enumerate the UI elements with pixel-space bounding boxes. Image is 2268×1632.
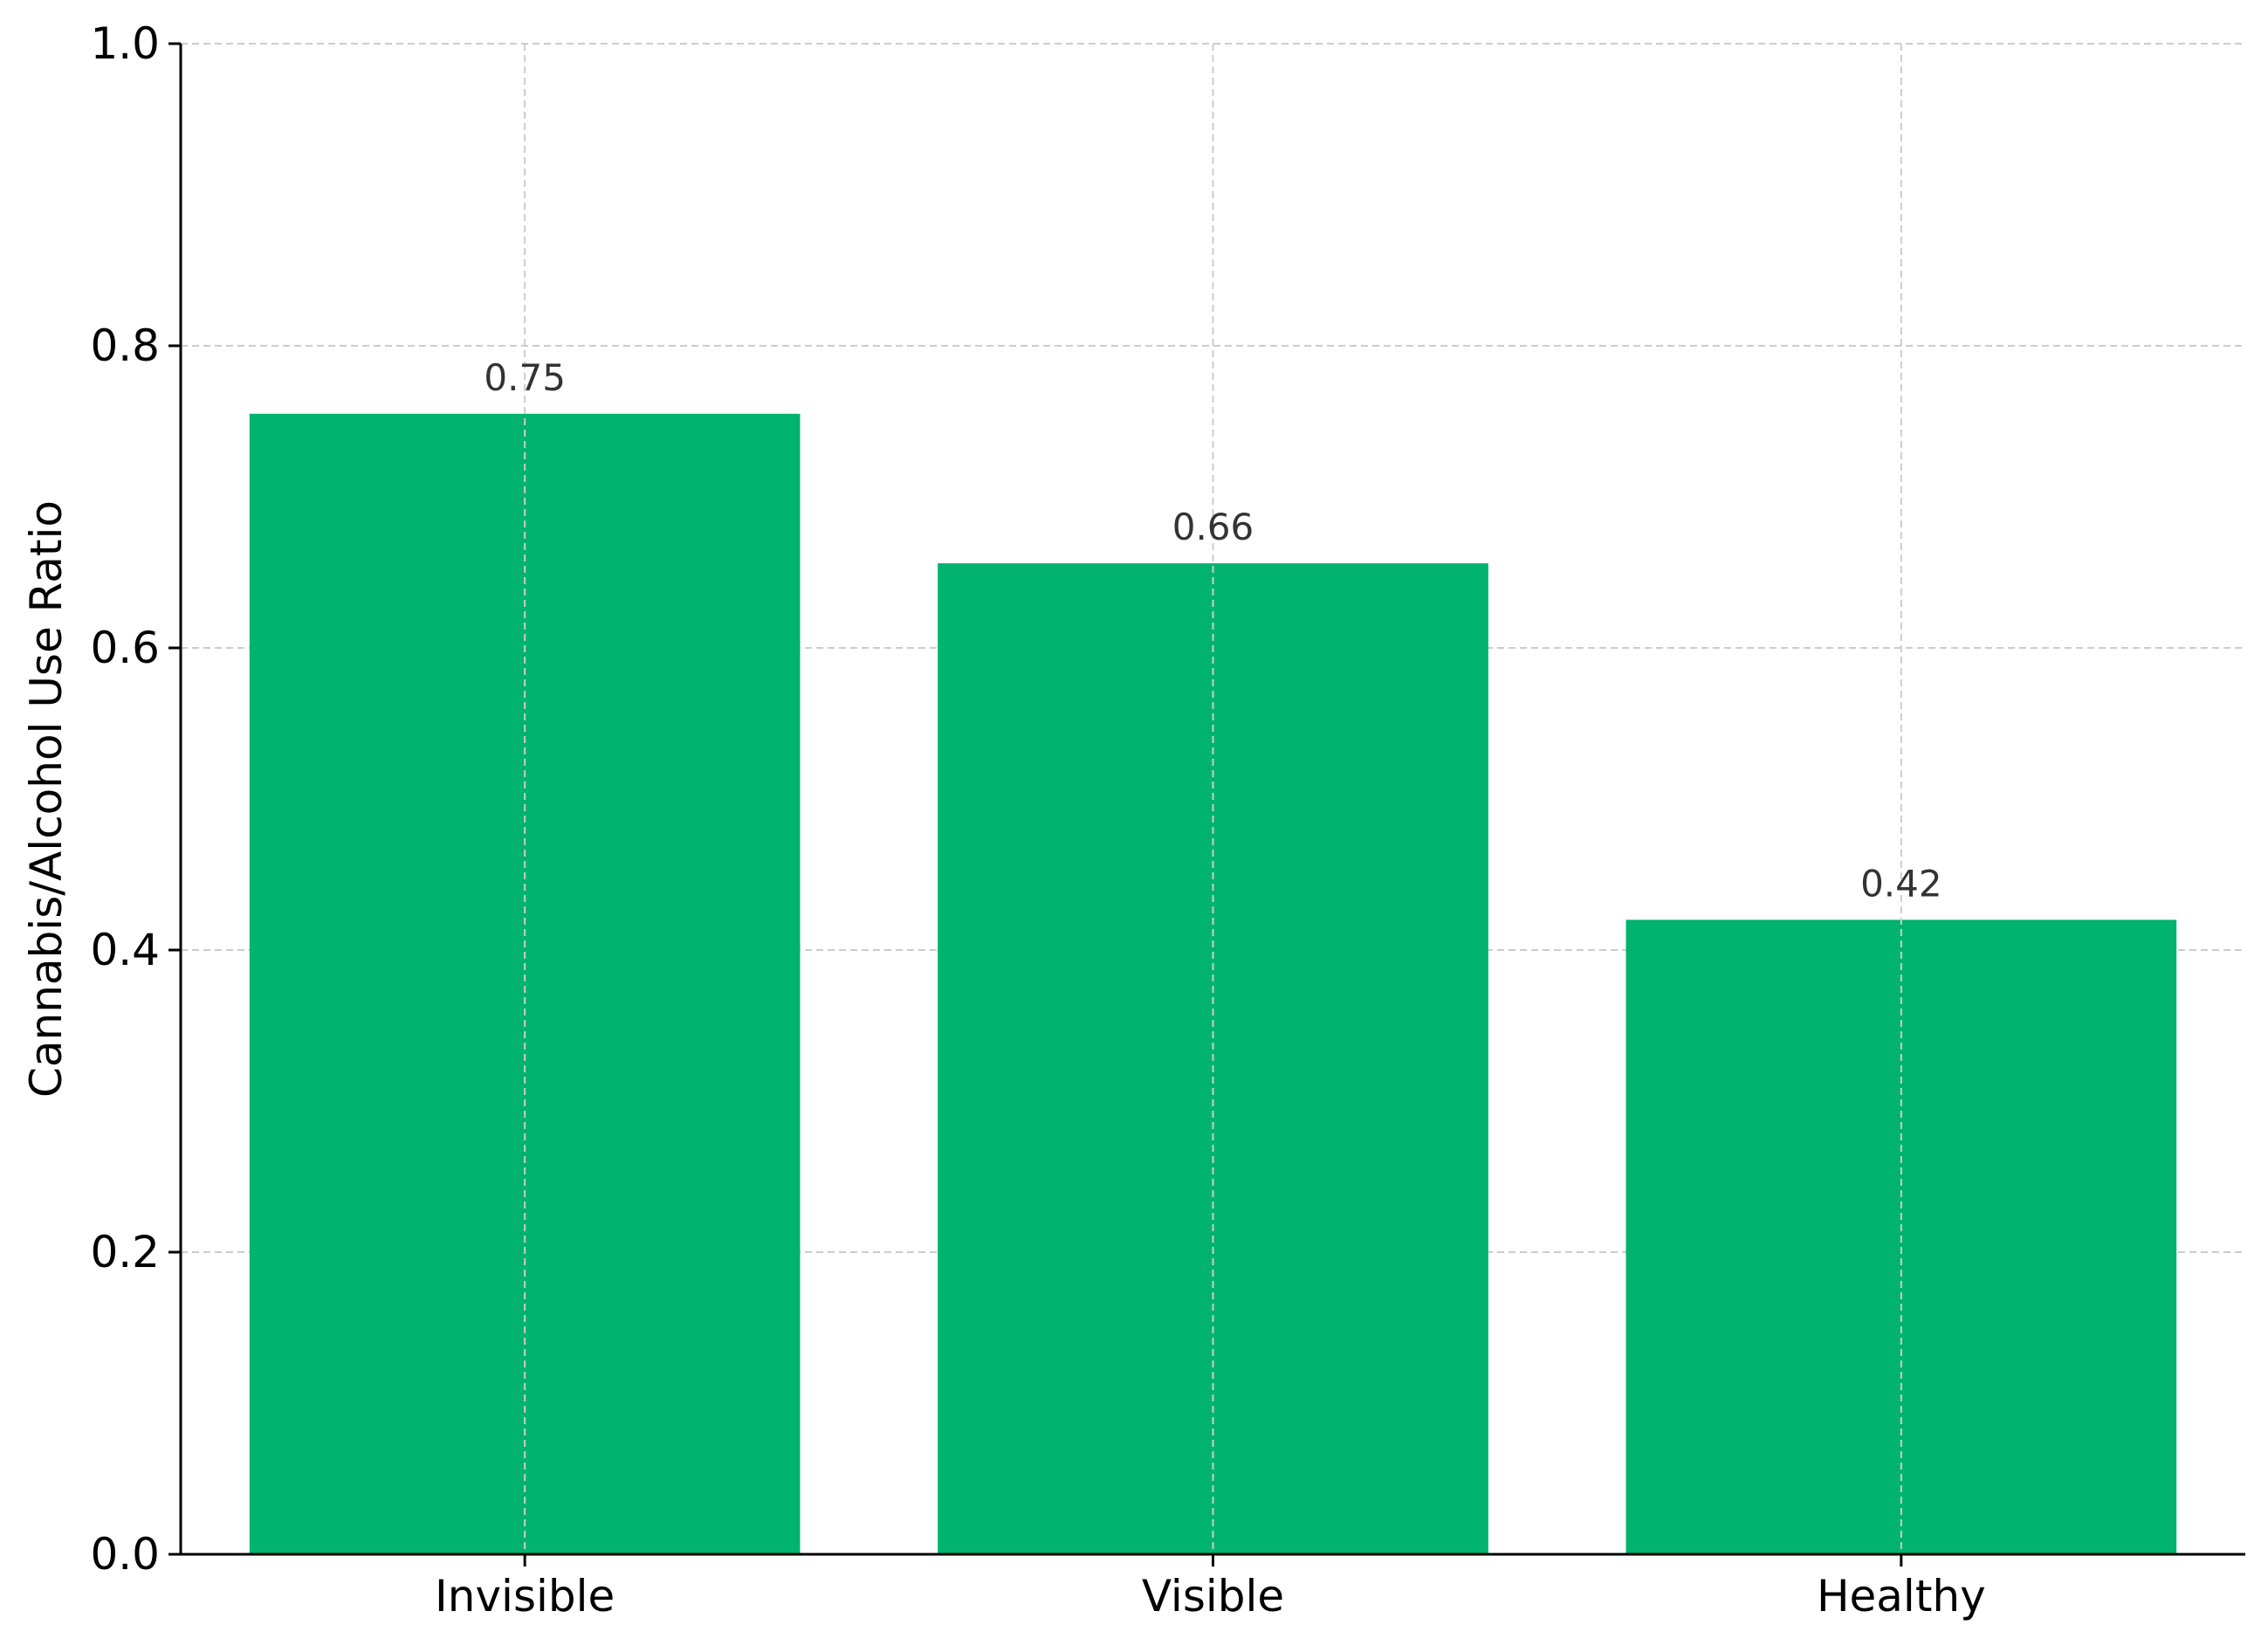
x-tick-label: Invisible [435,1571,615,1622]
y-axis-title: Cannabis/Alcohol Use Ratio [21,500,72,1098]
data-label: 0.42 [1860,862,1942,905]
y-tick-label: 0.0 [90,1529,160,1580]
data-label: 0.75 [484,356,566,399]
y-ticks: 0.0 0.2 0.4 0.6 0.8 1.0 [90,18,181,1580]
data-labels: 0.75 0.66 0.42 [484,356,1942,906]
x-tick-label: Visible [1142,1571,1284,1622]
x-tick-label: Healthy [1817,1571,1986,1622]
y-tick-label: 0.8 [90,320,160,371]
y-tick-label: 0.2 [90,1227,160,1277]
data-label: 0.66 [1172,506,1254,548]
x-ticks: Invisible Visible Healthy [435,1554,1986,1622]
y-tick-label: 0.4 [90,925,160,975]
vertical-grid-lines [524,44,1902,1554]
y-tick-label: 0.6 [90,623,160,673]
y-tick-label: 1.0 [90,18,160,69]
